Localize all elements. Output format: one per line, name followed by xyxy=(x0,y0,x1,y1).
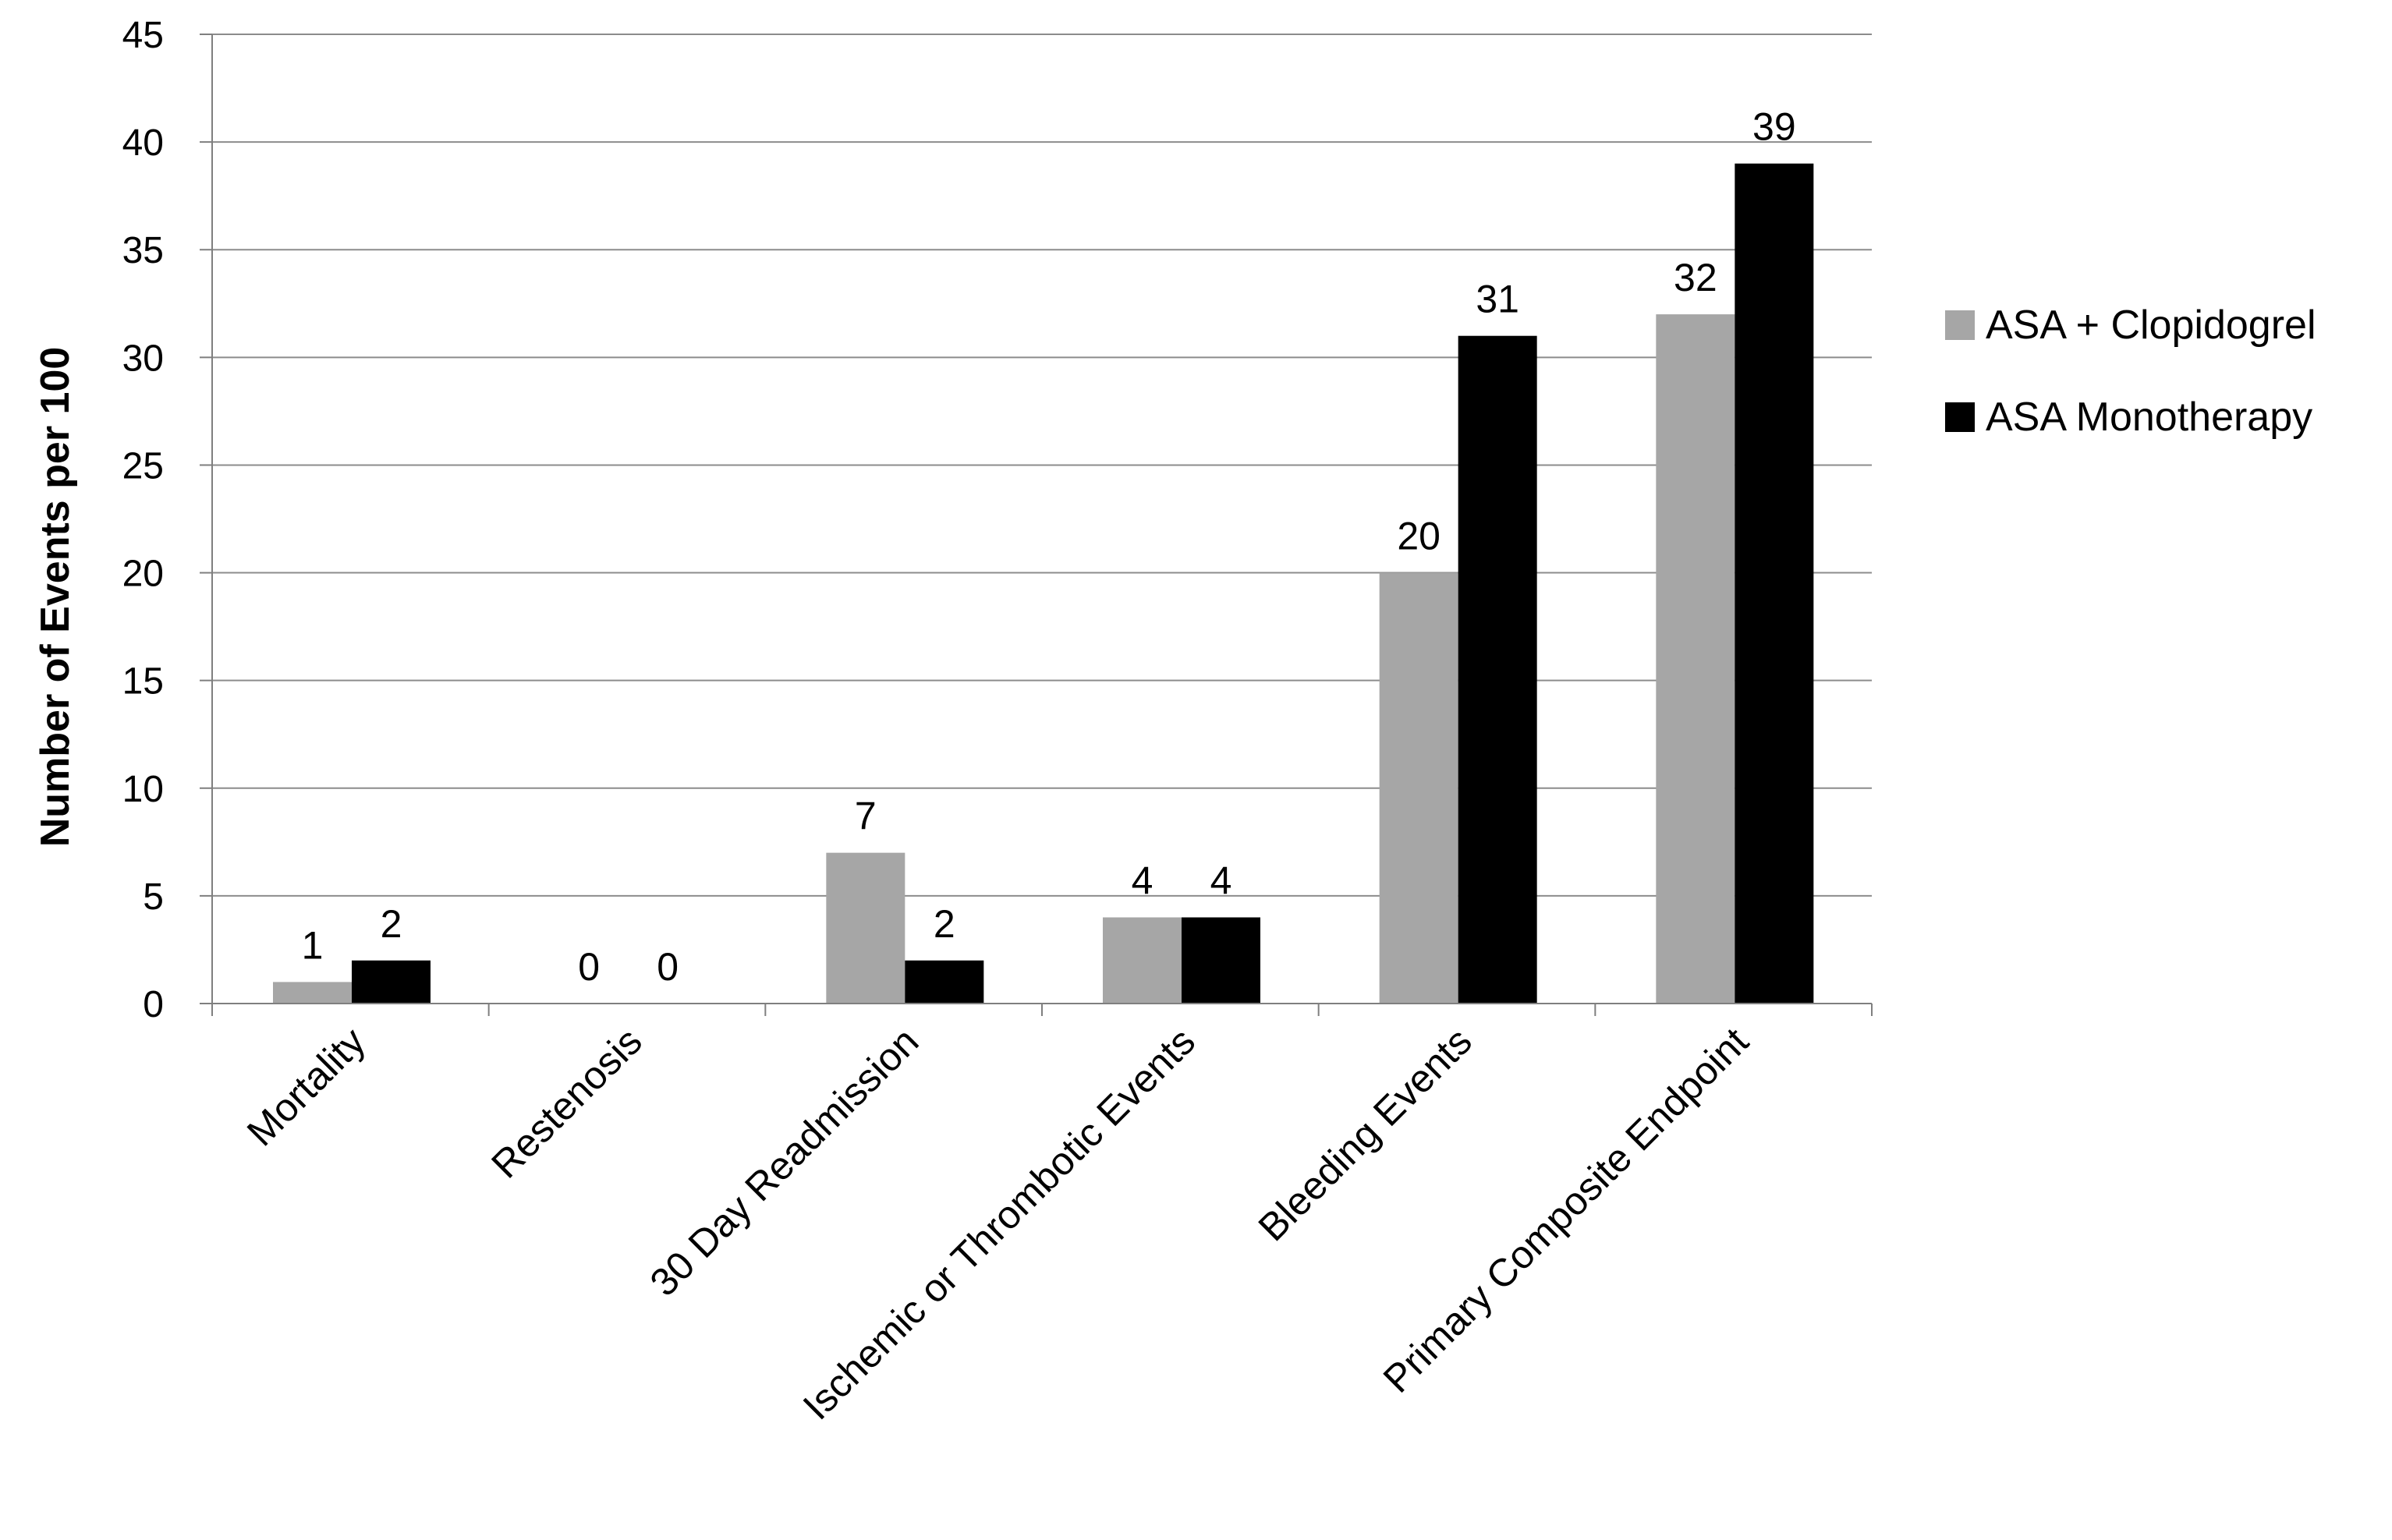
bar xyxy=(1458,335,1537,1004)
y-tick-label: 20 xyxy=(122,554,164,595)
bar xyxy=(1735,163,1814,1004)
legend-label: ASA Monotherapy xyxy=(1986,395,2312,440)
y-tick-label: 40 xyxy=(122,122,164,164)
data-label: 2 xyxy=(934,902,955,946)
data-label: 1 xyxy=(302,923,324,967)
data-label: 39 xyxy=(1752,105,1796,149)
y-tick-label: 15 xyxy=(122,661,164,703)
y-tick-label: 45 xyxy=(122,15,164,56)
y-tick-label: 30 xyxy=(122,338,164,379)
y-tick-label: 0 xyxy=(143,984,164,1025)
x-category-label: Restenosis xyxy=(483,1019,650,1186)
axes xyxy=(200,34,1873,1016)
data-label: 4 xyxy=(1210,859,1232,903)
y-tick-label: 5 xyxy=(143,876,164,918)
bars xyxy=(273,163,1814,1004)
data-label: 31 xyxy=(1476,278,1519,321)
y-tick-label: 35 xyxy=(122,230,164,271)
bar xyxy=(1379,572,1458,1004)
data-label: 32 xyxy=(1674,256,1717,299)
data-label: 7 xyxy=(855,795,877,838)
bar xyxy=(1103,917,1182,1004)
bar xyxy=(273,982,352,1004)
x-category-label: 30 Day Readmission xyxy=(642,1019,927,1305)
legend-label: ASA + Clopidogrel xyxy=(1986,303,2316,348)
gridlines xyxy=(212,34,1872,897)
legend: ASA + Clopidogrel ASA Monotherapy xyxy=(1945,303,2316,440)
x-category-label: Bleeding Events xyxy=(1250,1019,1480,1249)
bar xyxy=(1182,917,1260,1004)
data-label: 20 xyxy=(1397,515,1441,558)
bar xyxy=(905,960,984,1004)
data-label: 2 xyxy=(381,902,402,946)
bar xyxy=(352,960,431,1004)
y-tick-label: 10 xyxy=(122,769,164,810)
y-tick-label: 25 xyxy=(122,445,164,487)
data-label: 0 xyxy=(657,945,679,989)
legend-swatch xyxy=(1945,402,1975,432)
y-axis-title: Number of Events per 100 xyxy=(33,347,78,848)
bar xyxy=(1656,314,1735,1004)
x-category-label: Mortality xyxy=(239,1019,374,1154)
bar xyxy=(826,852,905,1004)
legend-swatch xyxy=(1945,310,1975,340)
data-label: 4 xyxy=(1132,859,1153,903)
data-label: 0 xyxy=(578,945,600,989)
